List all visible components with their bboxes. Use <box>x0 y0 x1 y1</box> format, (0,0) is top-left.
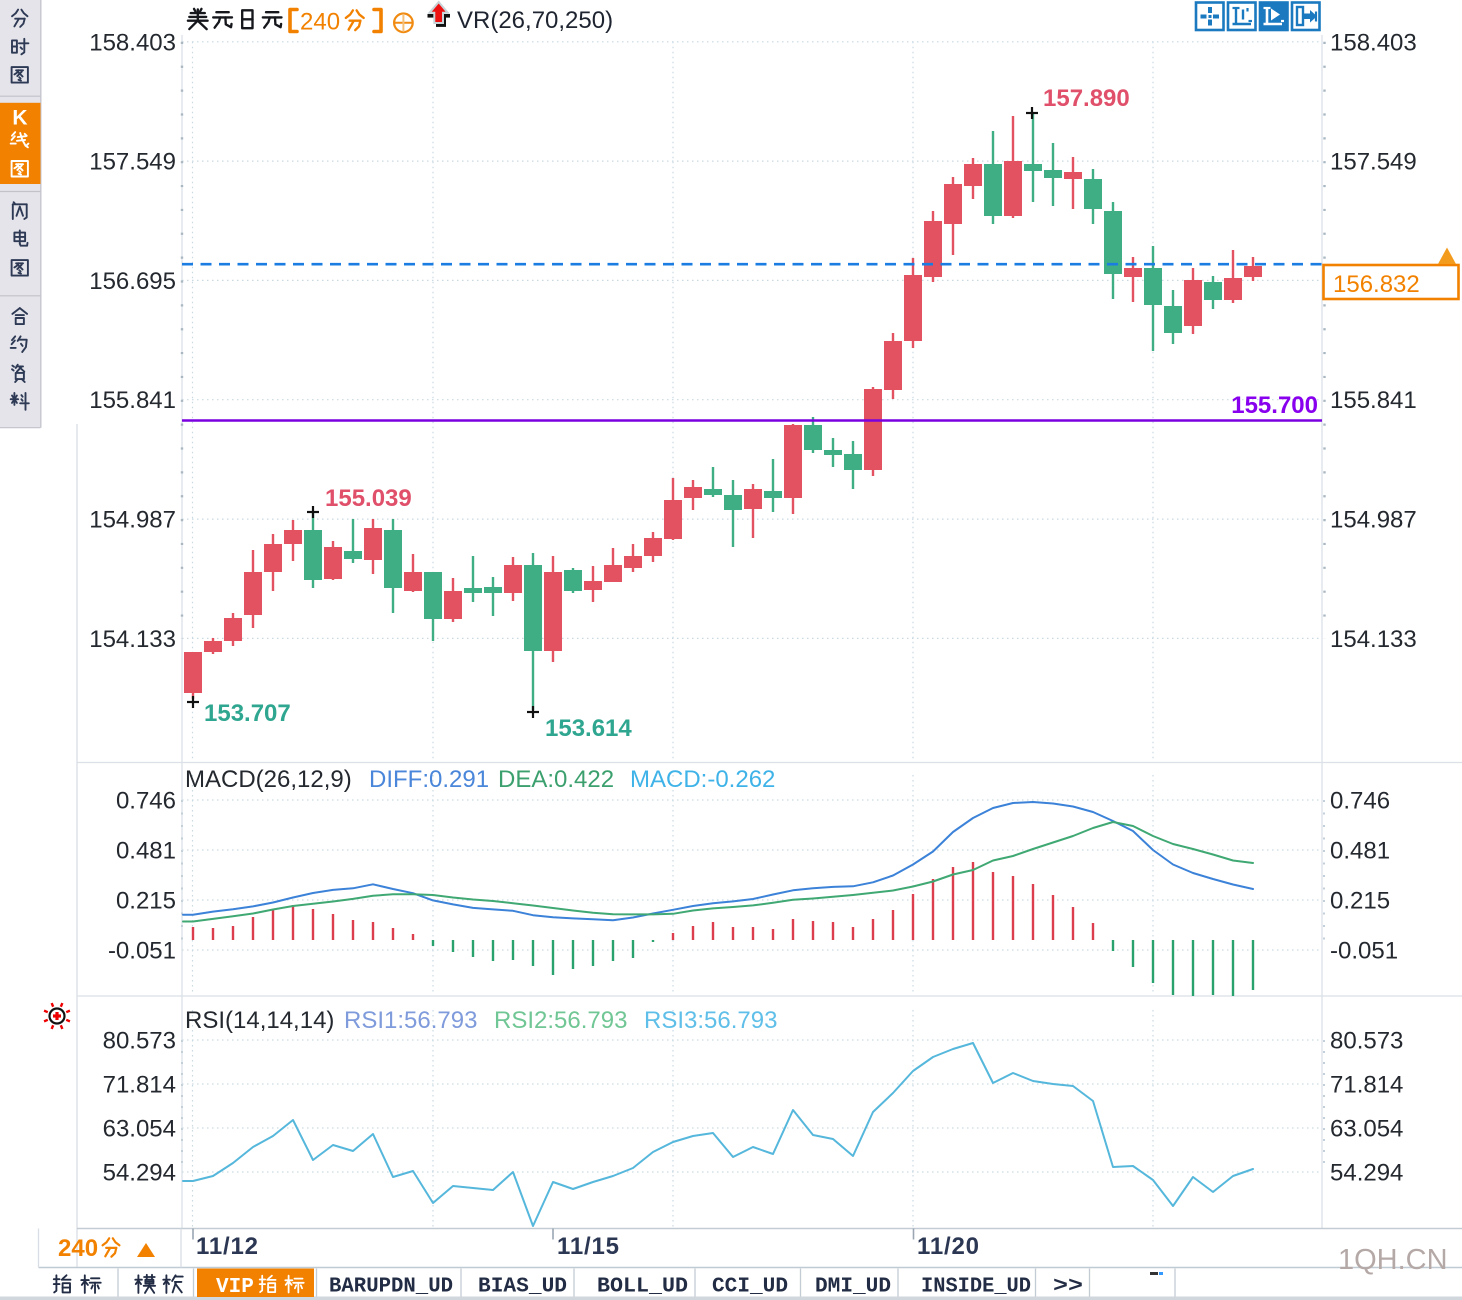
svg-text:63.054: 63.054 <box>1330 1116 1403 1143</box>
svg-text:RSI1:56.793: RSI1:56.793 <box>344 1007 477 1034</box>
svg-text:11/15: 11/15 <box>557 1233 620 1260</box>
svg-text:155.841: 155.841 <box>89 387 176 414</box>
svg-text:VIP: VIP <box>216 1276 254 1299</box>
svg-text:RSI(14,14,14): RSI(14,14,14) <box>185 1007 334 1034</box>
svg-text:154.133: 154.133 <box>89 626 176 653</box>
svg-text:0.481: 0.481 <box>116 838 176 865</box>
svg-text:MACD(26,12,9): MACD(26,12,9) <box>185 766 352 793</box>
svg-text:0.481: 0.481 <box>1330 838 1390 865</box>
svg-text:154.987: 154.987 <box>1330 507 1417 534</box>
svg-text:DEA:0.422: DEA:0.422 <box>498 766 614 793</box>
svg-text:240: 240 <box>58 1235 98 1262</box>
svg-text:BARUPDN_UD: BARUPDN_UD <box>329 1276 453 1299</box>
svg-text:>>: >> <box>1053 1276 1083 1299</box>
svg-text:INSIDE_UD: INSIDE_UD <box>921 1276 1031 1299</box>
svg-text:1QH.CN: 1QH.CN <box>1338 1244 1448 1276</box>
svg-text:240: 240 <box>300 9 340 36</box>
svg-text:0.746: 0.746 <box>116 788 176 815</box>
svg-text:158.403: 158.403 <box>1330 29 1417 56</box>
svg-text:0.215: 0.215 <box>116 888 176 915</box>
svg-text:RSI3:56.793: RSI3:56.793 <box>644 1007 777 1034</box>
svg-text:54.294: 54.294 <box>1330 1160 1403 1187</box>
svg-text:155.841: 155.841 <box>1330 387 1417 414</box>
svg-text:54.294: 54.294 <box>103 1160 176 1187</box>
svg-text:80.573: 80.573 <box>1330 1028 1403 1055</box>
svg-text:DMI_UD: DMI_UD <box>815 1276 891 1299</box>
svg-text:71.814: 71.814 <box>103 1072 176 1099</box>
svg-text:153.707: 153.707 <box>204 700 291 727</box>
svg-text:158.403: 158.403 <box>89 29 176 56</box>
svg-text:MACD:-0.262: MACD:-0.262 <box>630 766 775 793</box>
svg-text:11/12: 11/12 <box>196 1233 259 1260</box>
svg-text:0.746: 0.746 <box>1330 788 1390 815</box>
svg-text:156.695: 156.695 <box>89 268 176 295</box>
svg-text:155.039: 155.039 <box>325 485 412 512</box>
svg-text:VR(26,70,250): VR(26,70,250) <box>457 7 613 34</box>
svg-text:K: K <box>12 107 27 130</box>
svg-text:DIFF:0.291: DIFF:0.291 <box>369 766 489 793</box>
svg-text:157.549: 157.549 <box>89 149 176 176</box>
svg-text:157.549: 157.549 <box>1330 149 1417 176</box>
svg-text:63.054: 63.054 <box>103 1116 176 1143</box>
svg-text:80.573: 80.573 <box>103 1028 176 1055</box>
svg-text:BIAS_UD: BIAS_UD <box>478 1276 567 1299</box>
svg-text:154.987: 154.987 <box>89 507 176 534</box>
svg-text:11/20: 11/20 <box>917 1233 980 1260</box>
svg-text:BOLL_UD: BOLL_UD <box>597 1276 688 1299</box>
svg-text:153.614: 153.614 <box>545 715 632 742</box>
svg-text:CCI_UD: CCI_UD <box>712 1276 788 1299</box>
svg-text:155.700: 155.700 <box>1231 392 1318 419</box>
svg-text:154.133: 154.133 <box>1330 626 1417 653</box>
svg-text:71.814: 71.814 <box>1330 1072 1403 1099</box>
svg-text:-0.051: -0.051 <box>1330 938 1398 965</box>
svg-text:157.890: 157.890 <box>1043 85 1130 112</box>
svg-text:-0.051: -0.051 <box>108 938 176 965</box>
svg-text:156.832: 156.832 <box>1333 271 1420 298</box>
svg-text:0.215: 0.215 <box>1330 888 1390 915</box>
svg-text:RSI2:56.793: RSI2:56.793 <box>494 1007 627 1034</box>
